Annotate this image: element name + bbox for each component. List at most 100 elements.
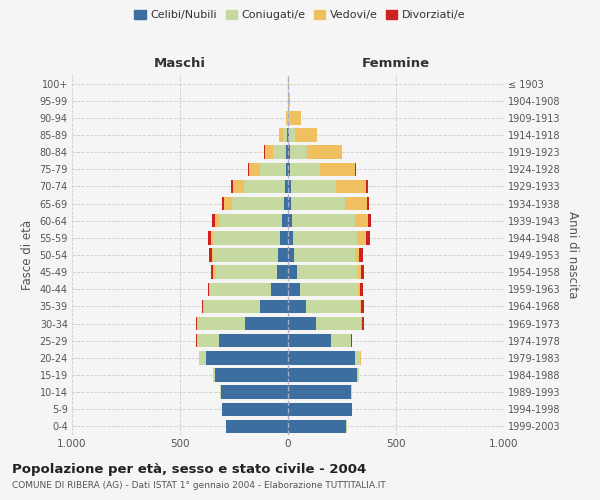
Bar [204, 300, 260, 313]
Bar [286, 146, 288, 159]
Bar [288, 334, 331, 347]
Bar [355, 214, 368, 228]
Bar [291, 197, 345, 210]
Bar [357, 231, 366, 244]
Bar [320, 162, 355, 176]
Bar [355, 248, 359, 262]
Bar [290, 111, 301, 124]
Bar [202, 300, 203, 313]
Bar [288, 180, 290, 193]
Bar [280, 231, 288, 244]
Bar [212, 214, 215, 228]
Bar [274, 146, 286, 159]
Y-axis label: Fasce di età: Fasce di età [21, 220, 34, 290]
Bar [288, 317, 316, 330]
Bar [331, 334, 350, 347]
Bar [288, 214, 292, 228]
Bar [286, 111, 287, 124]
Bar [244, 180, 285, 193]
Bar [355, 162, 356, 176]
Bar [288, 420, 346, 433]
Bar [366, 231, 370, 244]
Bar [220, 386, 221, 399]
Bar [355, 351, 361, 364]
Bar [196, 317, 197, 330]
Bar [345, 197, 367, 210]
Bar [362, 317, 364, 330]
Bar [360, 282, 363, 296]
Bar [199, 351, 206, 364]
Bar [292, 214, 355, 228]
Bar [283, 128, 287, 141]
Bar [288, 248, 295, 262]
Bar [248, 162, 249, 176]
Bar [233, 180, 244, 193]
Bar [232, 197, 284, 210]
Bar [219, 334, 288, 347]
Bar [222, 197, 224, 210]
Bar [281, 214, 288, 228]
Text: COMUNE DI RIBERA (AG) - Dati ISTAT 1° gennaio 2004 - Elaborazione TUTTITALIA.IT: COMUNE DI RIBERA (AG) - Dati ISTAT 1° ge… [12, 481, 386, 490]
Bar [215, 266, 277, 279]
Bar [287, 128, 288, 141]
Bar [214, 231, 280, 244]
Bar [260, 162, 286, 176]
Bar [367, 197, 369, 210]
Bar [215, 214, 219, 228]
Text: Maschi: Maschi [154, 57, 206, 70]
Bar [285, 180, 288, 193]
Bar [288, 266, 296, 279]
Bar [336, 180, 366, 193]
Bar [350, 386, 352, 399]
Bar [209, 282, 210, 296]
Bar [221, 386, 288, 399]
Bar [288, 146, 290, 159]
Bar [358, 282, 360, 296]
Bar [210, 282, 271, 296]
Bar [290, 162, 320, 176]
Bar [214, 266, 215, 279]
Bar [249, 162, 260, 176]
Bar [213, 368, 215, 382]
Bar [214, 248, 278, 262]
Bar [295, 128, 317, 141]
Bar [288, 300, 307, 313]
Bar [219, 214, 281, 228]
Legend: Celibi/Nubili, Coniugati/e, Vedovi/e, Divorziati/e: Celibi/Nubili, Coniugati/e, Vedovi/e, Di… [130, 6, 470, 25]
Bar [361, 266, 364, 279]
Bar [368, 214, 371, 228]
Bar [359, 248, 363, 262]
Bar [222, 402, 288, 416]
Bar [288, 402, 352, 416]
Bar [288, 386, 350, 399]
Bar [265, 146, 274, 159]
Bar [316, 317, 361, 330]
Bar [208, 231, 211, 244]
Bar [288, 128, 289, 141]
Bar [224, 197, 232, 210]
Bar [288, 162, 290, 176]
Bar [231, 180, 233, 193]
Bar [289, 128, 295, 141]
Bar [211, 266, 214, 279]
Bar [284, 197, 288, 210]
Bar [307, 146, 341, 159]
Bar [290, 146, 307, 159]
Text: Popolazione per età, sesso e stato civile - 2004: Popolazione per età, sesso e stato civil… [12, 462, 366, 475]
Bar [280, 128, 283, 141]
Bar [260, 300, 288, 313]
Bar [226, 420, 288, 433]
Bar [286, 162, 288, 176]
Bar [215, 368, 288, 382]
Bar [288, 351, 355, 364]
Bar [211, 231, 214, 244]
Bar [197, 317, 245, 330]
Bar [290, 180, 336, 193]
Bar [212, 248, 214, 262]
Bar [307, 300, 361, 313]
Text: Femmine: Femmine [362, 57, 430, 70]
Bar [289, 94, 290, 108]
Bar [289, 111, 290, 124]
Bar [361, 317, 362, 330]
Bar [278, 248, 288, 262]
